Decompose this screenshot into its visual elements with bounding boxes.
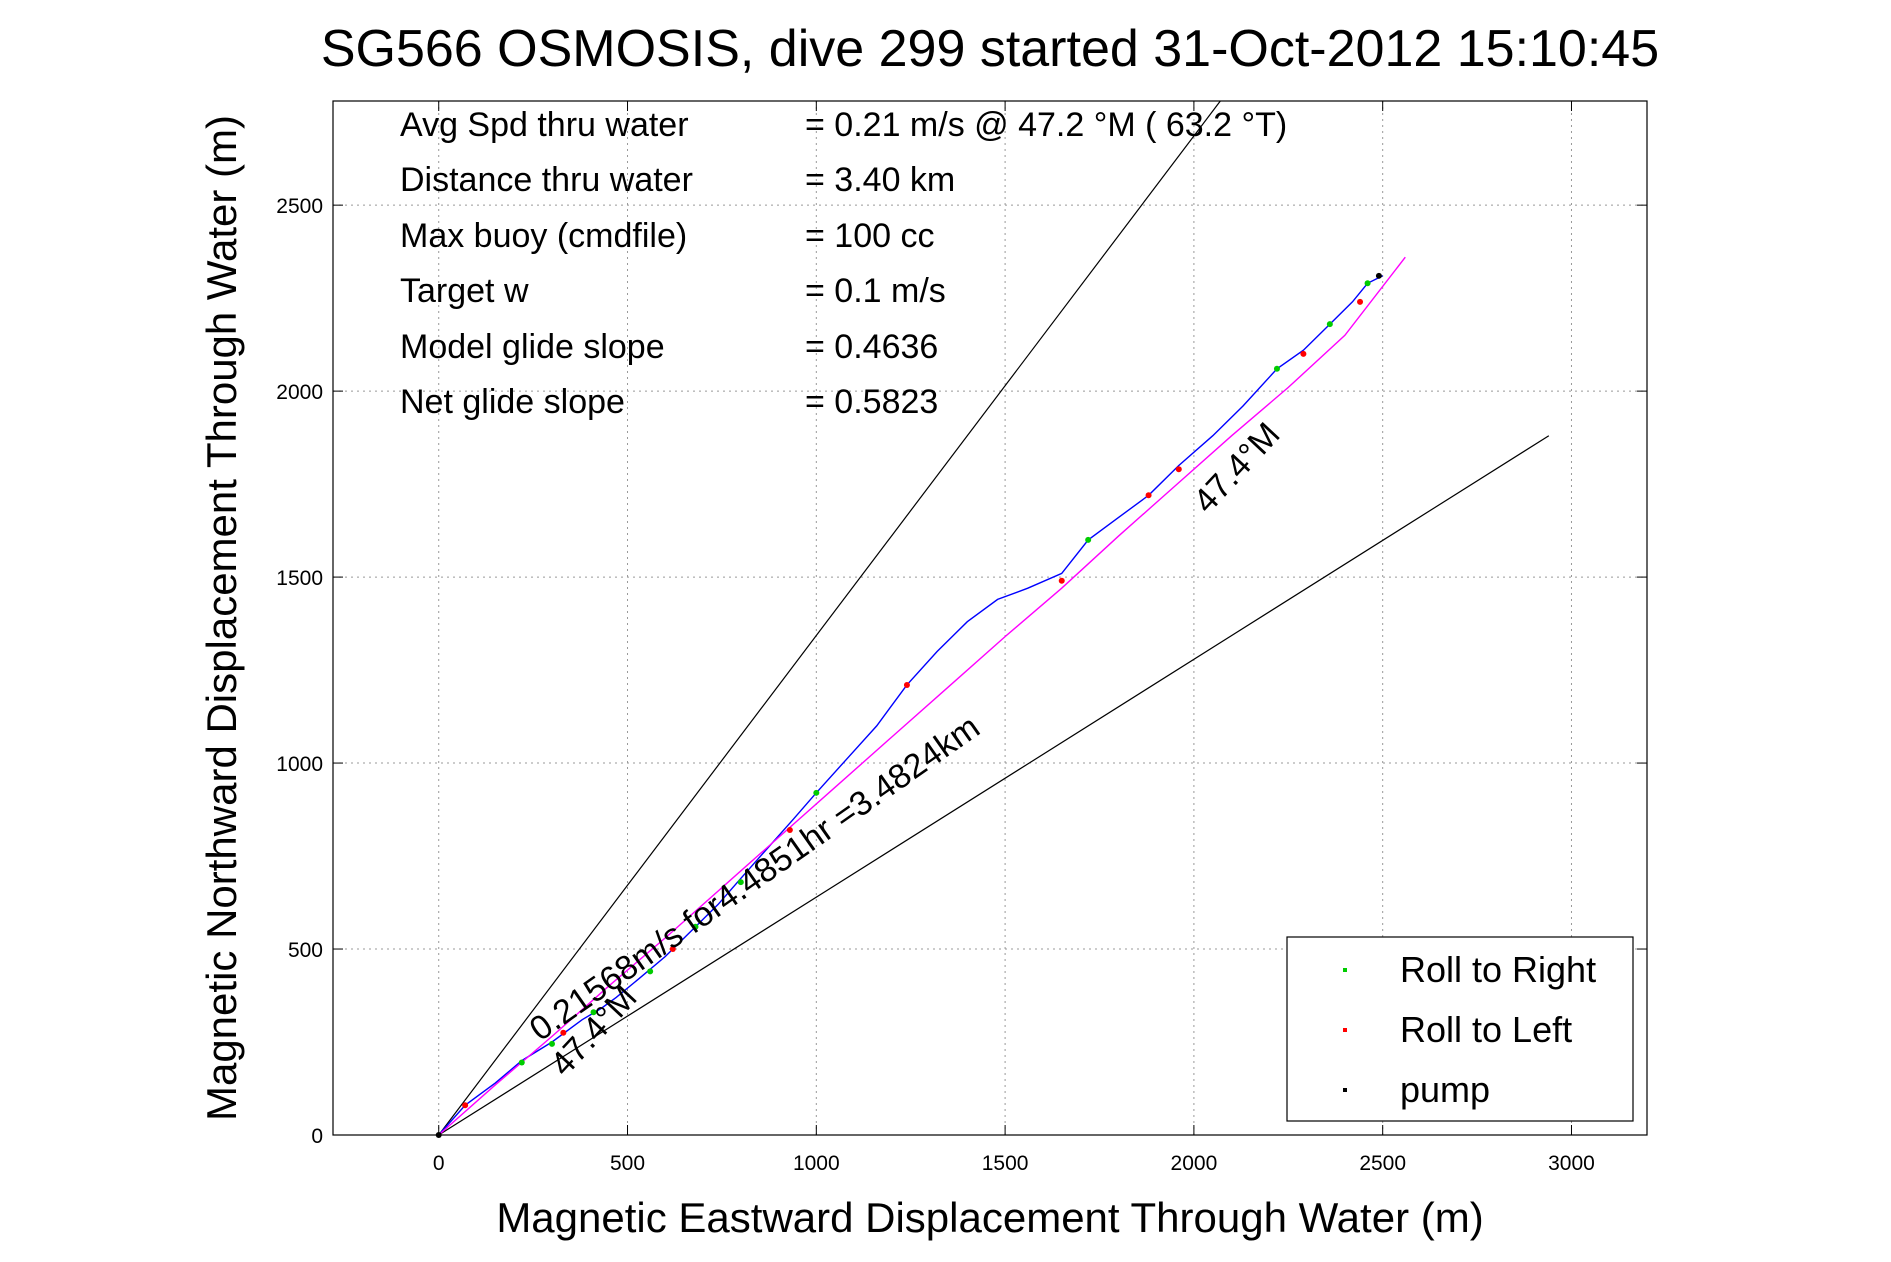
marker-roll-to-right (737, 879, 744, 886)
x-axis-label: Magnetic Eastward Displacement Through W… (496, 1194, 1483, 1241)
marker-roll-to-left (903, 681, 910, 688)
stat-label: Avg Spd thru water (400, 106, 689, 144)
legend-marker-roll-right (1343, 968, 1347, 972)
stat-label: Distance thru water (400, 161, 693, 199)
marker-roll-to-right (518, 1059, 525, 1066)
stat-value: = 3.40 km (805, 161, 955, 199)
x-tick-label: 0 (433, 1152, 445, 1175)
marker-roll-to-right (647, 968, 654, 975)
x-tick-label: 2000 (1171, 1152, 1218, 1175)
y-tick-label: 2500 (276, 195, 323, 218)
x-tick-label: 2500 (1359, 1152, 1406, 1175)
marker-roll-to-left (1145, 492, 1152, 499)
marker-roll-to-left (1058, 577, 1065, 584)
legend-label-roll-left: Roll to Left (1400, 1009, 1572, 1050)
legend-label-pump: pump (1400, 1069, 1490, 1110)
stat-label: Model glide slope (400, 328, 665, 366)
heading-guide-line (438, 100, 1221, 1136)
marker-roll-to-left (669, 946, 676, 953)
stat-label: Net glide slope (400, 383, 625, 421)
marker-roll-to-left (1175, 466, 1182, 473)
marker-roll-to-left (786, 827, 793, 834)
y-tick-label: 2000 (276, 381, 323, 404)
axes-frame (332, 100, 1648, 1136)
plot-area (435, 100, 1550, 1138)
x-tick-label: 3000 (1548, 1152, 1595, 1175)
marker-roll-to-left (560, 1029, 567, 1036)
legend-marker-pump (1343, 1088, 1347, 1092)
legend-marker-roll-left (1343, 1028, 1347, 1032)
marker-roll-to-right (590, 1009, 597, 1016)
marker-roll-to-right (1085, 536, 1092, 543)
y-tick-label: 1500 (276, 567, 323, 590)
heading-guide-line (438, 435, 1550, 1136)
marker-roll-to-left (1357, 298, 1364, 305)
legend: Roll to Right Roll to Left pump (1286, 936, 1634, 1122)
grid-lines (333, 101, 1647, 1136)
stat-value: = 0.21 m/s @ 47.2 °M ( 63.2 °T) (805, 106, 1287, 144)
y-tick-label: 500 (288, 939, 323, 962)
marker-roll-to-right (1326, 321, 1333, 328)
y-tick-label: 1000 (276, 753, 323, 776)
marker-roll-to-left (462, 1102, 469, 1109)
stat-value: = 100 cc (805, 217, 934, 255)
axis-ticks: 0 500 1000 1500 2000 2500 3000 0 500 1000 1500 2000… (276, 101, 1647, 1175)
x-tick-label: 1500 (982, 1152, 1029, 1175)
marker-pump (1375, 272, 1382, 279)
y-axis-label: Magnetic Northward Displacement Through … (198, 115, 245, 1121)
stats-block: Avg Spd thru water = 0.21 m/s @ 47.2 °M … (400, 106, 1287, 421)
track-series-line (438, 275, 1384, 1136)
stat-value: = 0.4636 (805, 328, 938, 366)
legend-label-roll-right: Roll to Right (1400, 949, 1596, 990)
stat-value: = 0.1 m/s (805, 272, 946, 310)
x-tick-label: 500 (610, 1152, 645, 1175)
marker-roll-to-right (813, 789, 820, 796)
marker-roll-to-right (1273, 365, 1280, 372)
marker-roll-to-right (1364, 280, 1371, 287)
stat-value: = 0.5823 (805, 383, 938, 421)
marker-roll-to-right (692, 923, 699, 930)
stat-label: Target w (400, 272, 529, 310)
stat-label: Max buoy (cmdfile) (400, 217, 687, 255)
y-tick-label: 0 (311, 1125, 323, 1148)
chart-title: SG566 OSMOSIS, dive 299 started 31-Oct-2… (321, 20, 1659, 78)
track-series-line (438, 256, 1406, 1136)
marker-roll-to-right (549, 1040, 555, 1047)
x-tick-label: 1000 (793, 1152, 840, 1175)
marker-roll-to-left (1300, 350, 1307, 357)
